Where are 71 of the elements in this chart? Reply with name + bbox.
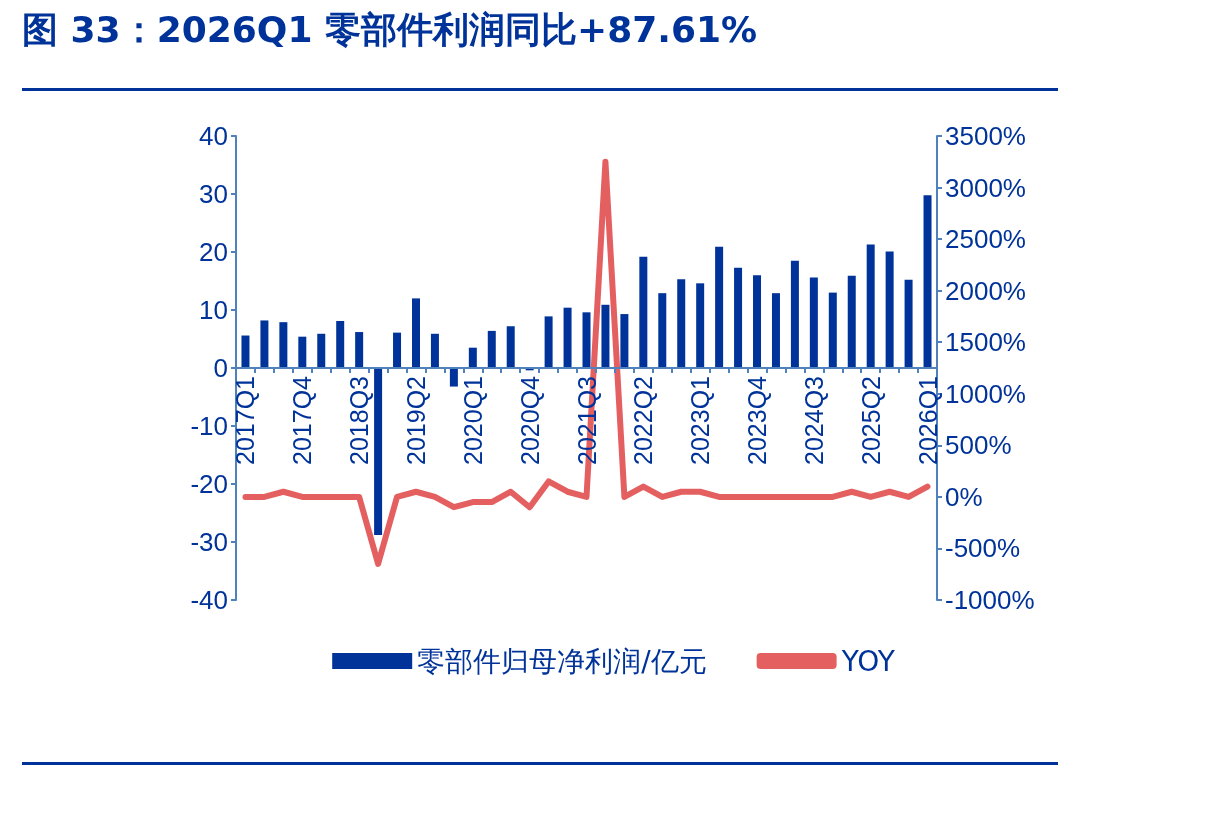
- bar: [885, 251, 894, 368]
- y2-tick-label: -500%: [945, 533, 1021, 564]
- bar: [241, 335, 250, 368]
- y-tick-label: -10: [190, 411, 228, 441]
- y2-tick-label: -1000%: [945, 585, 1035, 615]
- x-tick-label: 2019Q2: [401, 376, 430, 465]
- bar: [866, 244, 875, 368]
- bar: [544, 316, 553, 368]
- y-tick-label: 10: [199, 295, 228, 325]
- x-tick-label: 2026Q1: [913, 376, 942, 465]
- x-tick-label: 2020Q1: [458, 376, 487, 465]
- bar: [847, 275, 856, 368]
- bar: [279, 322, 288, 368]
- y2-tick-label: 3000%: [945, 172, 1026, 203]
- bar: [449, 368, 458, 387]
- y-tick-label: -30: [190, 527, 228, 557]
- bar: [734, 267, 743, 368]
- x-tick-label: 2023Q4: [743, 375, 772, 465]
- bar: [771, 293, 780, 368]
- x-tick-label: 2018Q3: [345, 376, 374, 465]
- bar: [601, 304, 610, 368]
- chart-title: 图 33：2026Q1 零部件利润同比+87.61%: [22, 8, 758, 52]
- bar: [620, 314, 629, 368]
- bar: [715, 246, 724, 368]
- x-tick-label: 2022Q2: [629, 376, 658, 465]
- y-tick-label: -40: [190, 585, 228, 615]
- bar: [923, 195, 932, 368]
- x-tick-label: 2024Q3: [799, 376, 828, 465]
- y2-tick-label: 3500%: [945, 121, 1026, 151]
- bar: [336, 321, 345, 368]
- bar: [582, 312, 591, 368]
- y-tick-label: 30: [199, 179, 228, 209]
- bar: [790, 260, 799, 368]
- y-tick-label: 0: [213, 353, 228, 383]
- x-tick-label: 2023Q1: [686, 376, 715, 465]
- y-tick-label: -20: [190, 469, 228, 499]
- y2-tick-label: 500%: [945, 430, 1012, 461]
- y2-tick-label: 0%: [945, 481, 983, 512]
- bar: [904, 279, 913, 368]
- bar: [260, 320, 269, 368]
- y-tick-label: 20: [199, 237, 228, 267]
- bar: [411, 298, 420, 368]
- legend-label: 零部件归母净利润/亿元: [417, 644, 707, 678]
- bar: [658, 293, 667, 368]
- legend-label: YOY: [840, 644, 896, 678]
- x-tick-label: 2021Q3: [572, 376, 601, 465]
- y-tick-label: 40: [199, 121, 228, 151]
- x-tick-label: 2020Q4: [515, 375, 544, 465]
- x-tick-label: 2025Q2: [856, 376, 885, 465]
- bar: [696, 283, 705, 368]
- bar: [809, 277, 818, 368]
- bar: [639, 256, 648, 368]
- bar: [374, 368, 383, 536]
- bar: [430, 333, 439, 368]
- x-tick-label: 2017Q4: [288, 375, 317, 465]
- bar: [468, 347, 477, 368]
- x-tick-label: 2017Q1: [231, 376, 260, 465]
- bar: [317, 333, 326, 368]
- bar: [828, 292, 837, 368]
- bar: [506, 326, 515, 368]
- bar: [677, 279, 686, 368]
- bar: [355, 332, 364, 368]
- y2-tick-label: 2500%: [945, 224, 1026, 255]
- bar: [393, 332, 402, 368]
- y2-tick-label: 1000%: [945, 378, 1026, 409]
- bar: [753, 275, 762, 368]
- y2-tick-label: 2000%: [945, 275, 1026, 306]
- bar: [298, 336, 307, 368]
- bar: [563, 307, 572, 368]
- y2-tick-label: 1500%: [945, 327, 1026, 358]
- bar: [487, 330, 496, 368]
